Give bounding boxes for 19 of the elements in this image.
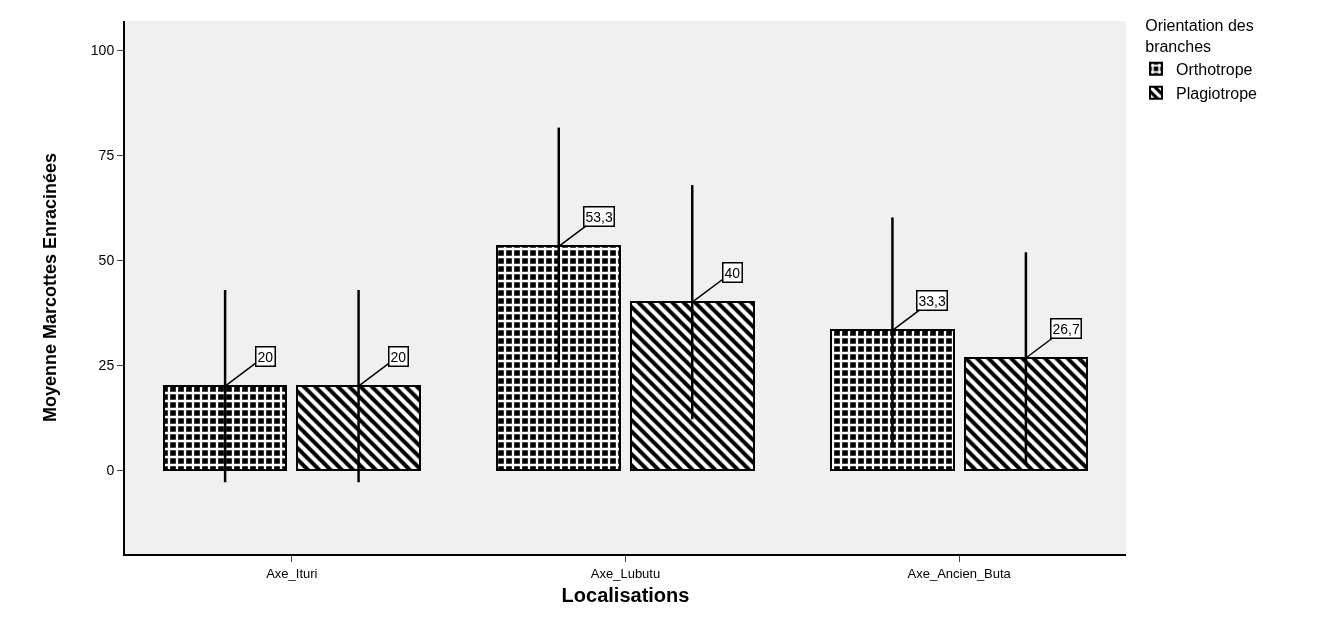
legend-title: Orientation des branches bbox=[1145, 17, 1254, 55]
text: Plagiotrope bbox=[1176, 84, 1258, 102]
x-tick-label: Axe_Ancien_Buta bbox=[907, 565, 1012, 581]
y-tick-label: 50 bbox=[98, 252, 115, 269]
y-axis-title: Moyenne Marcottes Enracinées bbox=[39, 152, 60, 423]
x-tick-label: Axe_Ituri bbox=[266, 565, 318, 581]
text: Orthotrope bbox=[1176, 61, 1253, 79]
data-label: 26,7 bbox=[1052, 320, 1080, 337]
x-tick-label: Axe_Lubutu bbox=[590, 565, 661, 581]
data-label: 33,3 bbox=[918, 292, 946, 309]
data-label: 40 bbox=[724, 264, 741, 281]
data-label: 53,3 bbox=[585, 208, 613, 225]
y-tick-label: 100 bbox=[90, 42, 115, 59]
y-tick-label: 0 bbox=[106, 461, 115, 478]
data-label: 20 bbox=[390, 348, 407, 365]
y-tick-label: 75 bbox=[98, 147, 115, 164]
x-axis-title: Localisations bbox=[561, 583, 690, 606]
y-tick-label: 25 bbox=[98, 357, 115, 374]
data-label: 20 bbox=[257, 348, 274, 365]
